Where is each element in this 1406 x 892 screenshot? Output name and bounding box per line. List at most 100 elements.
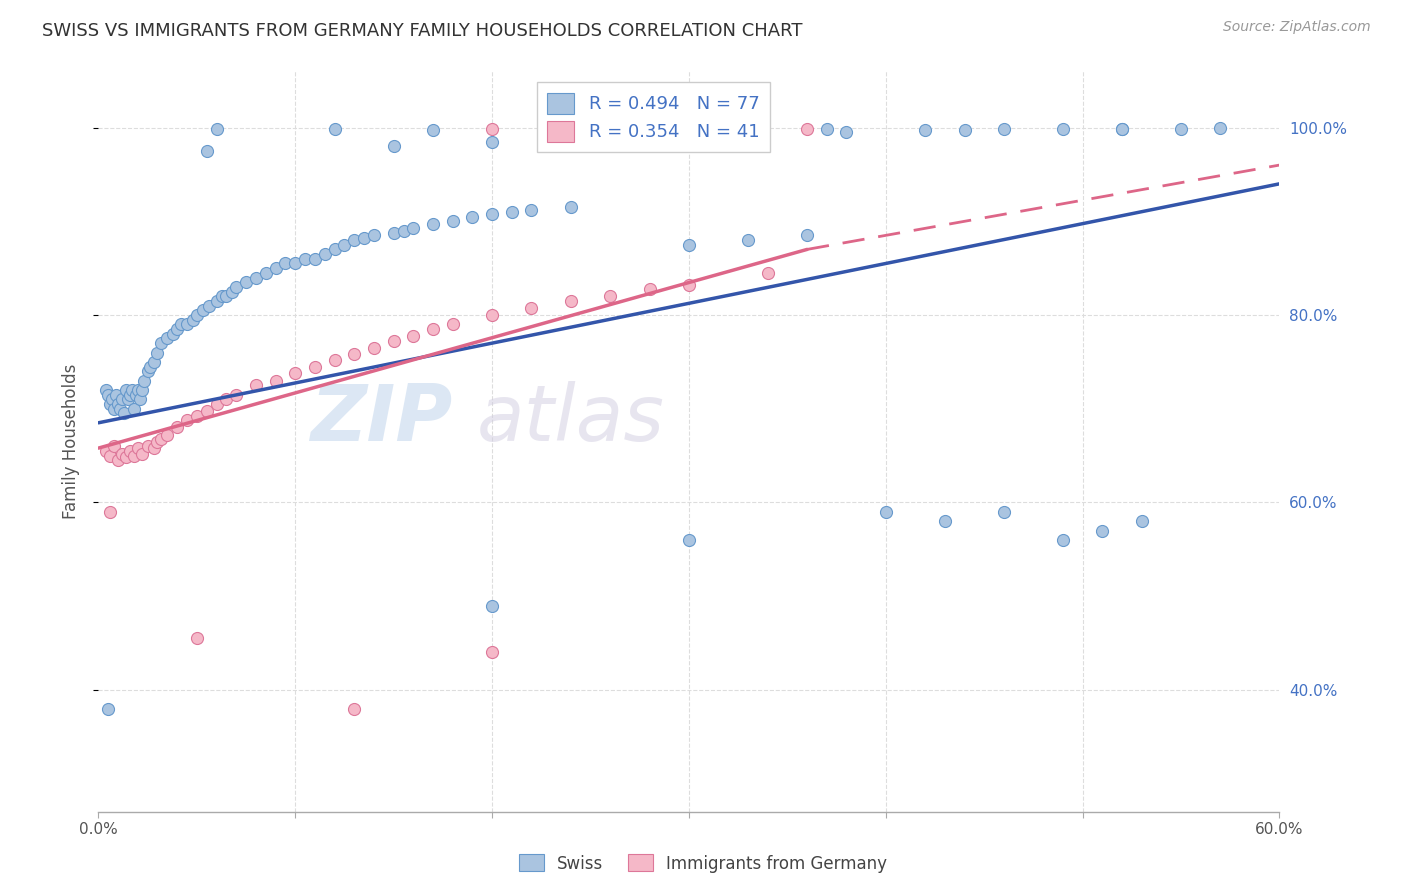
Point: [796, 122, 818, 136]
Point: [599, 130, 621, 145]
Point: [363, 228, 385, 243]
Point: [142, 355, 165, 369]
Point: [579, 122, 602, 136]
Point: [678, 278, 700, 293]
Text: Source: ZipAtlas.com: Source: ZipAtlas.com: [1223, 20, 1371, 34]
Point: [111, 392, 134, 407]
Point: [97, 701, 120, 715]
Point: [343, 701, 366, 715]
Point: [481, 599, 503, 613]
Point: [333, 237, 356, 252]
Point: [103, 439, 125, 453]
Point: [150, 336, 173, 351]
Point: [934, 514, 956, 528]
Text: ZIP: ZIP: [311, 381, 453, 458]
Point: [205, 293, 228, 308]
Point: [441, 318, 464, 332]
Point: [108, 401, 131, 416]
Point: [638, 282, 661, 296]
Point: [284, 256, 307, 270]
Point: [560, 293, 582, 308]
Point: [520, 202, 543, 217]
Point: [181, 312, 204, 326]
Point: [150, 432, 173, 446]
Point: [146, 434, 169, 449]
Point: [170, 318, 193, 332]
Point: [245, 378, 267, 392]
Point: [118, 444, 141, 458]
Point: [323, 353, 346, 368]
Point: [111, 447, 134, 461]
Point: [186, 632, 208, 646]
Point: [197, 299, 219, 313]
Point: [481, 308, 503, 322]
Point: [98, 505, 121, 519]
Point: [481, 645, 503, 659]
Point: [176, 318, 198, 332]
Point: [1209, 120, 1232, 135]
Point: [1130, 514, 1153, 528]
Point: [125, 387, 148, 401]
Point: [176, 413, 198, 427]
Point: [105, 387, 128, 401]
Point: [127, 441, 149, 455]
Point: [264, 374, 287, 388]
Point: [156, 331, 179, 345]
Point: [304, 252, 326, 266]
Point: [697, 121, 720, 136]
Point: [678, 533, 700, 547]
Point: [304, 359, 326, 374]
Point: [422, 322, 444, 336]
Legend: R = 0.494   N = 77, R = 0.354   N = 41: R = 0.494 N = 77, R = 0.354 N = 41: [537, 82, 770, 153]
Point: [717, 127, 740, 141]
Point: [122, 401, 145, 416]
Point: [121, 383, 143, 397]
Point: [392, 224, 415, 238]
Point: [264, 261, 287, 276]
Point: [96, 444, 118, 458]
Point: [481, 122, 503, 136]
Point: [501, 205, 523, 219]
Point: [441, 214, 464, 228]
Point: [914, 123, 936, 137]
Point: [323, 121, 346, 136]
Point: [191, 303, 214, 318]
Point: [115, 450, 138, 465]
Point: [186, 409, 208, 424]
Point: [1111, 122, 1133, 136]
Point: [215, 289, 238, 303]
Point: [382, 139, 405, 153]
Point: [343, 347, 366, 361]
Point: [737, 233, 759, 247]
Point: [127, 383, 149, 397]
Point: [796, 228, 818, 243]
Point: [1052, 533, 1074, 547]
Point: [678, 237, 700, 252]
Point: [294, 252, 316, 266]
Point: [205, 397, 228, 411]
Point: [314, 247, 336, 261]
Point: [382, 226, 405, 240]
Point: [98, 397, 121, 411]
Point: [481, 207, 503, 221]
Point: [98, 449, 121, 463]
Point: [195, 144, 218, 158]
Point: [323, 243, 346, 257]
Point: [101, 392, 124, 407]
Point: [215, 392, 238, 407]
Point: [205, 122, 228, 136]
Point: [186, 308, 208, 322]
Point: [225, 280, 247, 294]
Point: [166, 420, 188, 434]
Point: [142, 441, 165, 455]
Point: [343, 233, 366, 247]
Point: [599, 289, 621, 303]
Point: [274, 256, 297, 270]
Point: [166, 322, 188, 336]
Point: [122, 449, 145, 463]
Point: [115, 383, 138, 397]
Y-axis label: Family Households: Family Households: [62, 364, 80, 519]
Legend: Swiss, Immigrants from Germany: Swiss, Immigrants from Germany: [512, 847, 894, 880]
Point: [132, 374, 155, 388]
Point: [117, 392, 139, 407]
